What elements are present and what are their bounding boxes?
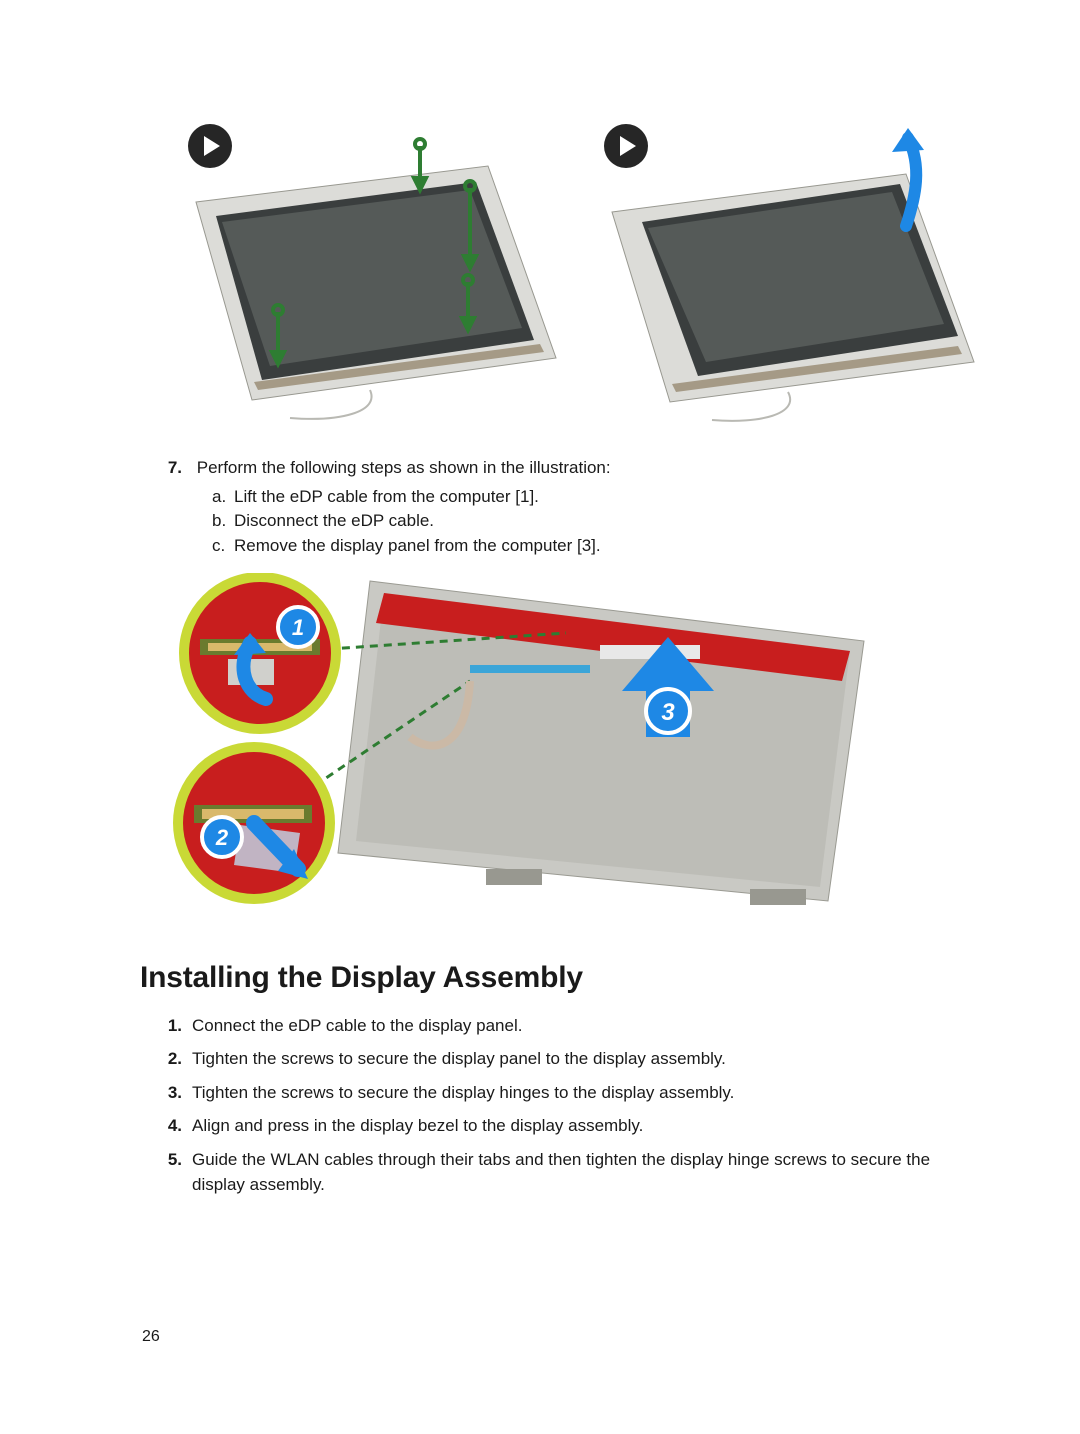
substep-alpha: a. bbox=[212, 485, 234, 510]
step-text: Perform the following steps as shown in … bbox=[197, 458, 611, 477]
step-number: 3. bbox=[156, 1080, 182, 1106]
substep-text: Disconnect the eDP cable. bbox=[234, 511, 434, 530]
substep-alpha: c. bbox=[212, 534, 234, 559]
substep-text: Lift the eDP cable from the computer [1]… bbox=[234, 487, 539, 506]
step-text: Align and press in the display bezel to … bbox=[192, 1113, 643, 1139]
substep-text: Remove the display panel from the comput… bbox=[234, 536, 601, 555]
substep-alpha: b. bbox=[212, 509, 234, 534]
step-number: 4. bbox=[156, 1113, 182, 1139]
figure-screws bbox=[170, 100, 560, 430]
page-number: 26 bbox=[142, 1328, 160, 1346]
figure-lift-panel bbox=[586, 100, 976, 430]
step-number: 7. bbox=[156, 456, 182, 481]
install-steps: 1. Connect the eDP cable to the display p… bbox=[156, 1013, 980, 1198]
step-text: Connect the eDP cable to the display pan… bbox=[192, 1013, 522, 1039]
step-text: Tighten the screws to secure the display… bbox=[192, 1046, 726, 1072]
svg-text:2: 2 bbox=[215, 825, 229, 850]
step-number: 2. bbox=[156, 1046, 182, 1072]
svg-text:3: 3 bbox=[661, 699, 675, 726]
step-7: 7. Perform the following steps as shown … bbox=[156, 456, 980, 559]
step-number: 5. bbox=[156, 1147, 182, 1198]
section-heading: Installing the Display Assembly bbox=[140, 961, 980, 995]
figure-row-top bbox=[170, 100, 980, 430]
step-text: Guide the WLAN cables through their tabs… bbox=[192, 1147, 980, 1198]
step-number: 1. bbox=[156, 1013, 182, 1039]
svg-text:1: 1 bbox=[292, 615, 304, 640]
step-7-substeps: a.Lift the eDP cable from the computer [… bbox=[212, 485, 980, 559]
figure-edp-cable: 1 2 3 bbox=[170, 573, 870, 933]
step-text: Tighten the screws to secure the display… bbox=[192, 1080, 734, 1106]
